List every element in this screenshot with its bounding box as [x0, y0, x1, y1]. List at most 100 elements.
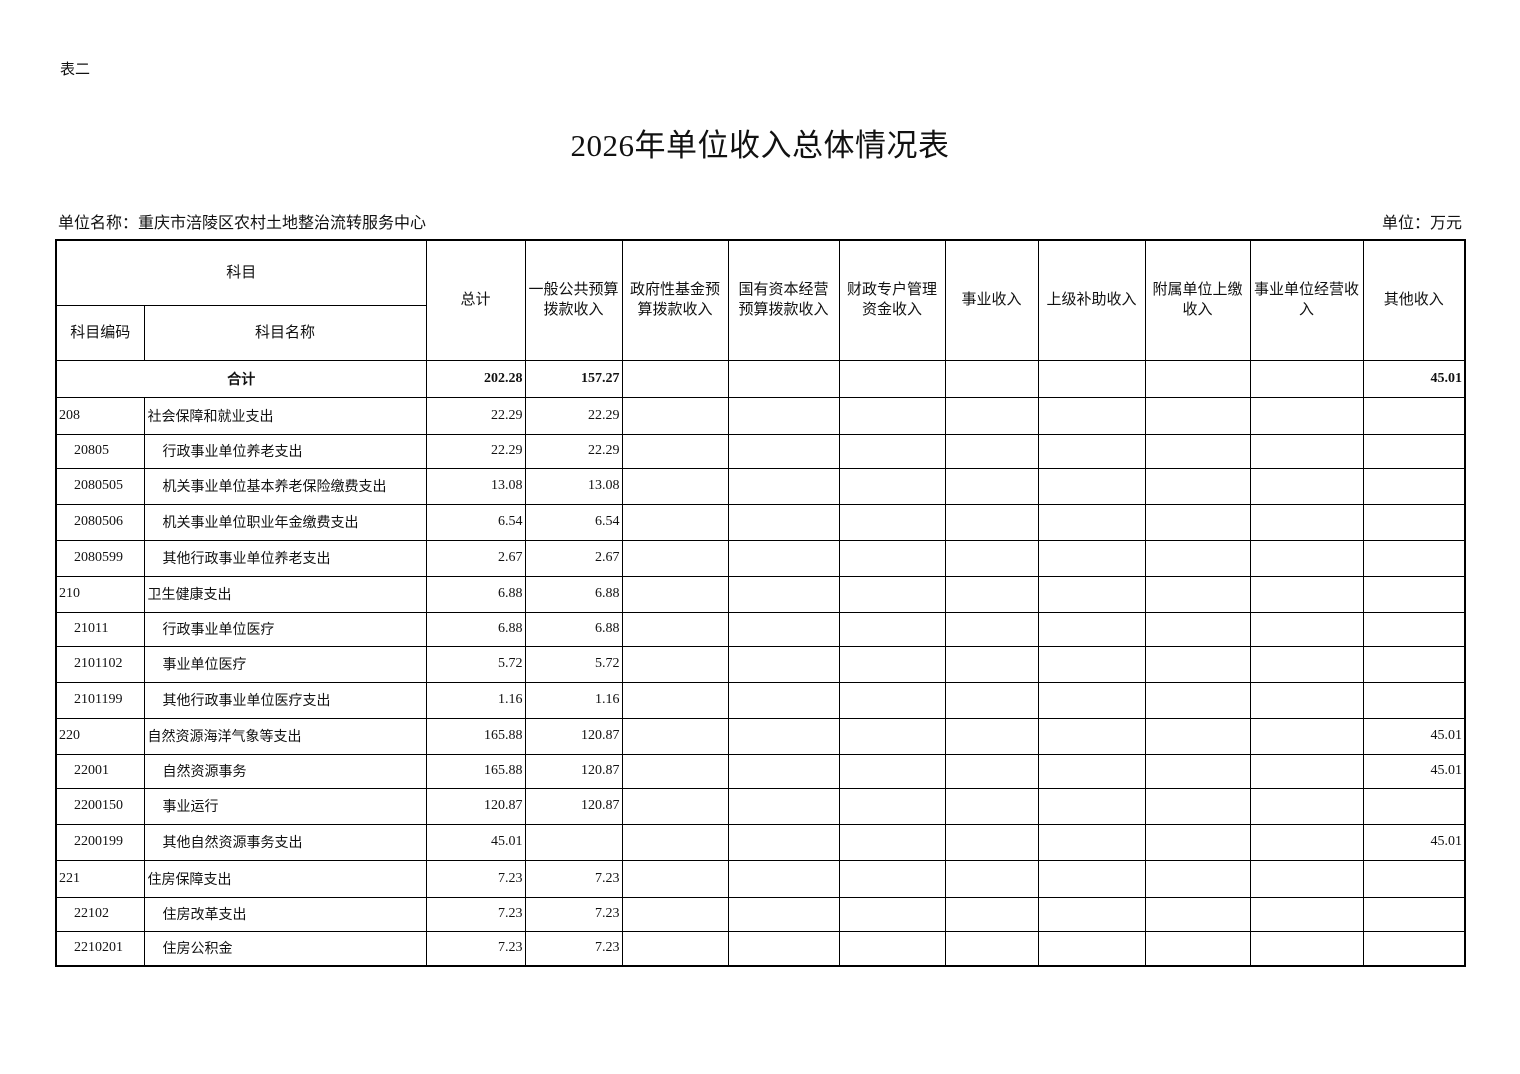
table-row: 20805 行政事业单位养老支出 22.29 22.29: [55, 433, 1466, 469]
amount-cell: [1144, 433, 1251, 469]
amount-cell: 22.29: [524, 433, 623, 469]
amount-cell: [944, 717, 1039, 755]
amount-cell: [944, 575, 1039, 613]
amount-cell: 13.08: [425, 467, 526, 505]
amount-cell: [1362, 433, 1466, 469]
subject-name: 住房公积金: [143, 930, 427, 967]
amount-cell: [727, 717, 840, 755]
amount-cell: [838, 611, 946, 647]
amount-cell: [944, 539, 1039, 577]
amount-cell: [838, 896, 946, 932]
header-code: 科目编码: [55, 304, 145, 361]
table-row: 21011 行政事业单位医疗 6.88 6.88: [55, 611, 1466, 647]
subject-name: 事业运行: [143, 787, 427, 825]
amount-cell: [1362, 896, 1466, 932]
amount-cell: [1144, 681, 1251, 719]
total-value: [727, 359, 840, 398]
amount-cell: 2.67: [524, 539, 623, 577]
subject-code: 2101102: [55, 645, 145, 683]
amount-cell: [1037, 717, 1146, 755]
amount-cell: [1037, 753, 1146, 789]
subject-name: 事业单位医疗: [143, 645, 427, 683]
amount-cell: [838, 681, 946, 719]
amount-cell: 7.23: [524, 930, 623, 967]
amount-cell: [944, 433, 1039, 469]
amount-cell: [727, 503, 840, 541]
amount-cell: 6.88: [425, 611, 526, 647]
subject-code: 2200150: [55, 787, 145, 825]
amount-cell: [944, 681, 1039, 719]
amount-cell: [727, 681, 840, 719]
amount-cell: 22.29: [425, 433, 526, 469]
subject-name: 行政事业单位养老支出: [143, 433, 427, 469]
amount-cell: [838, 503, 946, 541]
amount-cell: [944, 859, 1039, 898]
amount-cell: 1.16: [524, 681, 623, 719]
header-column: 国有资本经营预算拨款收入: [727, 239, 840, 361]
amount-cell: 7.23: [524, 859, 623, 898]
amount-cell: [621, 611, 729, 647]
amount-cell: 120.87: [524, 787, 623, 825]
amount-cell: [1249, 645, 1364, 683]
amount-cell: [838, 753, 946, 789]
table-row: 210 卫生健康支出 6.88 6.88: [55, 575, 1466, 613]
header-name: 科目名称: [143, 304, 427, 361]
amount-cell: [727, 575, 840, 613]
amount-cell: [1037, 859, 1146, 898]
amount-cell: 6.88: [425, 575, 526, 613]
total-row: 合计 202.28 157.27 45.01: [55, 359, 1466, 398]
subject-name: 其他自然资源事务支出: [143, 823, 427, 861]
amount-cell: [1249, 575, 1364, 613]
amount-cell: [1037, 645, 1146, 683]
amount-cell: [944, 467, 1039, 505]
subject-code: 2080505: [55, 467, 145, 505]
amount-cell: [1362, 503, 1466, 541]
amount-cell: 45.01: [1362, 717, 1466, 755]
amount-cell: [1249, 539, 1364, 577]
total-value: 157.27: [524, 359, 623, 398]
amount-cell: [1144, 575, 1251, 613]
amount-cell: [727, 433, 840, 469]
table-row: 2080599 其他行政事业单位养老支出 2.67 2.67: [55, 539, 1466, 577]
amount-cell: [1249, 753, 1364, 789]
header-column: 一般公共预算拨款收入: [524, 239, 623, 361]
amount-cell: [1037, 823, 1146, 861]
subject-name: 住房改革支出: [143, 896, 427, 932]
subject-code: 2101199: [55, 681, 145, 719]
amount-cell: [838, 859, 946, 898]
subject-code: 2210201: [55, 930, 145, 967]
amount-cell: 22.29: [425, 396, 526, 435]
amount-cell: [838, 645, 946, 683]
total-value: [1249, 359, 1364, 398]
total-value: [621, 359, 729, 398]
amount-cell: [621, 930, 729, 967]
amount-cell: [1144, 930, 1251, 967]
amount-cell: 6.88: [524, 575, 623, 613]
amount-cell: [1362, 930, 1466, 967]
amount-cell: [621, 823, 729, 861]
amount-cell: [1249, 823, 1364, 861]
total-value: 202.28: [425, 359, 526, 398]
header-column: 事业收入: [944, 239, 1039, 361]
amount-cell: [1037, 396, 1146, 435]
subject-code: 22102: [55, 896, 145, 932]
table-row: 2200150 事业运行 120.87 120.87: [55, 787, 1466, 825]
amount-cell: 6.88: [524, 611, 623, 647]
amount-cell: [838, 467, 946, 505]
amount-cell: [727, 930, 840, 967]
amount-cell: [1037, 433, 1146, 469]
header-subject: 科目: [55, 239, 427, 306]
amount-cell: 1.16: [425, 681, 526, 719]
amount-cell: [1362, 787, 1466, 825]
amount-cell: 5.72: [425, 645, 526, 683]
header-column: 政府性基金预算拨款收入: [621, 239, 729, 361]
amount-cell: [1037, 930, 1146, 967]
total-label: 合计: [55, 359, 427, 398]
subject-name: 其他行政事业单位养老支出: [143, 539, 427, 577]
amount-cell: [727, 539, 840, 577]
table-row: 2080506 机关事业单位职业年金缴费支出 6.54 6.54: [55, 503, 1466, 541]
total-value: [1144, 359, 1251, 398]
subject-code: 2080599: [55, 539, 145, 577]
amount-cell: [1144, 753, 1251, 789]
amount-cell: [727, 645, 840, 683]
